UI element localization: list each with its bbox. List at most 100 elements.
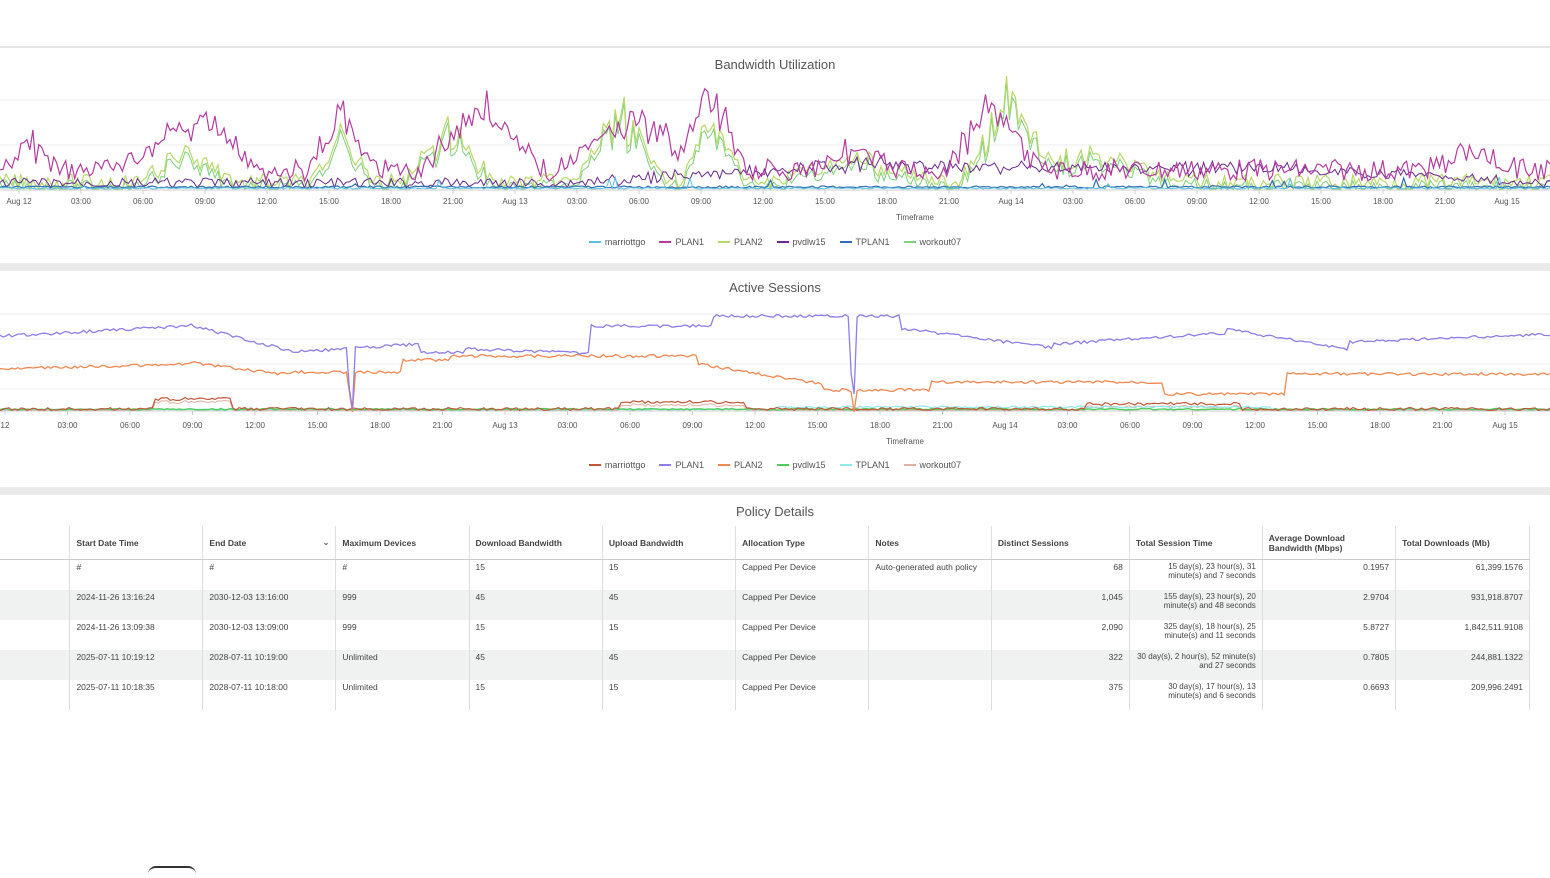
legend-item-workout07[interactable]: workout07 [903,460,961,470]
col-header[interactable]: Total Session Time [1129,526,1263,560]
x-tick-label: 03:00 [1063,197,1084,206]
table-cell: 5.8727 [1262,620,1397,650]
x-axis-label: Timeframe [896,213,934,222]
sessions-legend[interactable]: marriottgo PLAN1 PLAN2 pvdlw15 TPLAN1 workout… [0,460,1550,470]
legend-item-marriottgo[interactable]: marriottgo [588,237,645,247]
x-tick-label: Aug 15 [1492,421,1518,430]
x-tick-label: 12:00 [745,421,766,430]
x-tick-label: 18:00 [1373,197,1394,206]
table-cell [0,559,71,590]
legend-label: PLAN1 [675,237,704,247]
table-cell: 325 day(s), 18 hour(s), 25 minute(s) and… [1129,620,1263,650]
col-header[interactable]: Average Download Bandwidth (Mbps) [1262,526,1397,560]
x-tick-label: 18:00 [870,421,891,430]
legend-item-pvdlw15[interactable]: pvdlw15 [776,237,826,247]
table-row[interactable]: 2024-11-26 13:16:24 2030-12-03 13:16:00 99… [0,590,1530,620]
legend-item-TPLAN1[interactable]: TPLAN1 [839,460,890,470]
x-tick-label: 06:00 [629,197,650,206]
table-cell: 0.1957 [1262,559,1397,590]
x-tick-label: 09:00 [195,197,216,206]
col-header[interactable]: End Date ⌄ [202,526,337,560]
table-cell: 30 day(s), 17 hour(s), 13 minute(s) and … [1129,680,1263,710]
table-cell: 2030-12-03 13:09:00 [202,620,337,650]
series-line-marriottgo[interactable] [0,175,1550,191]
series-line-marriottgo[interactable] [0,396,1550,412]
table-row[interactable]: 2025-07-11 10:19:12 2028-07-11 10:19:00 Un… [0,650,1530,680]
table-cell: 155 day(s), 23 hour(s), 20 minute(s) and… [1129,590,1263,620]
legend-item-pvdlw15[interactable]: pvdlw15 [776,460,826,470]
col-header[interactable]: Maximum Devices [335,526,470,560]
x-tick-label: 09:00 [682,421,703,430]
legend-item-PLAN2[interactable]: PLAN2 [717,460,763,470]
x-tick-label: 18:00 [381,197,402,206]
table-row[interactable]: 2025-07-11 10:18:35 2028-07-11 10:18:00 Un… [0,680,1530,710]
col-header[interactable]: Distinct Sessions [991,526,1130,560]
series-line-PLAN1[interactable] [0,87,1550,183]
x-tick-label: 06:00 [1120,421,1141,430]
table-row[interactable]: # # #15 15 Capped Per Device Auto-generated a… [0,559,1530,590]
col-header[interactable]: Total Downloads (Mb) [1395,526,1530,560]
table-cell: # [202,559,337,590]
chevron-down-icon[interactable]: ⌄ [322,537,330,547]
legend-item-marriottgo[interactable]: marriottgo [588,460,645,470]
x-tick-label: 09:00 [1187,197,1208,206]
col-header[interactable]: Start Date Time [69,526,204,560]
x-tick-label: 03:00 [57,421,78,430]
legend-label: PLAN2 [733,237,763,247]
table-cell: 2025-07-11 10:18:35 [69,680,204,710]
table-cell: 15 [602,680,737,710]
legend-swatch [776,241,789,243]
x-tick-label: Aug 13 [492,421,518,430]
bandwidth-chart[interactable]: Aug 12 03:00 06:00 09:00 12:00 15:00 18:00 21:0… [0,40,1550,265]
legend-swatch [588,464,601,466]
col-header[interactable]: Download Bandwidth [469,526,603,560]
table-cell: 15 day(s), 23 hour(s), 31 minute(s) and … [1129,559,1263,590]
series-line-workout07[interactable] [0,81,1550,191]
policy-details-table: e Start Date Time End Date ⌄ Maximum Devi… [0,526,1530,710]
legend-label: pvdlw15 [792,460,826,470]
table-cell [868,590,992,620]
x-tick-label: 09:00 [182,421,203,430]
x-tick-label: 12:00 [753,197,774,206]
table-cell: 999 [335,620,470,650]
sessions-chart[interactable]: 12 03:00 06:00 09:00 12:00 15:00 18:00 21:00 Aug… [0,264,1550,489]
legend-label: TPLAN1 [855,237,890,247]
col-header[interactable]: Upload Bandwidth [602,526,737,560]
x-tick-label: 09:00 [1182,421,1203,430]
legend-item-workout07[interactable]: workout07 [903,237,961,247]
policy-table-title: Policy Details [735,504,815,519]
table-cell: 45 [602,650,737,680]
legend-item-TPLAN1[interactable]: TPLAN1 [839,237,890,247]
x-tick-label: 09:00 [691,197,712,206]
col-header[interactable]: Notes [868,526,992,560]
x-tick-label: 12 [1,421,10,430]
series-line-TPLAN1[interactable] [0,176,1550,189]
x-tick-label: 03:00 [71,197,92,206]
x-tick-label: 18:00 [370,421,391,430]
series-line-PLAN1[interactable] [0,313,1550,410]
x-tick-label: 03:00 [557,421,578,430]
table-cell: 45 [469,650,603,680]
col-header[interactable]: e [0,526,71,560]
x-tick-label: Aug 14 [998,197,1024,206]
table-cell: Capped Per Device [735,559,870,590]
table-row[interactable]: 2024-11-26 13:09:38 2030-12-03 13:09:00 99… [0,620,1530,650]
legend-item-PLAN1[interactable]: PLAN1 [659,460,704,470]
legend-label: pvdlw15 [792,237,826,247]
legend-label: PLAN2 [733,460,763,470]
series-line-pvdlw15[interactable] [0,154,1550,190]
x-tick-label: Aug 15 [1494,197,1520,206]
x-tick-label: 18:00 [1370,421,1391,430]
table-cell: Capped Per Device [735,590,870,620]
x-tick-label: Aug 14 [992,421,1018,430]
table-cell: Capped Per Device [735,620,870,650]
series-line-PLAN2[interactable] [0,353,1550,413]
bandwidth-legend[interactable]: marriottgo PLAN1 PLAN2 pvdlw15 TPLAN1 workout… [0,237,1550,247]
x-tick-label: 06:00 [133,197,154,206]
x-tick-label: 21:00 [432,421,453,430]
legend-swatch [839,464,852,466]
x-tick-label: 21:00 [1432,421,1453,430]
legend-item-PLAN1[interactable]: PLAN1 [659,237,704,247]
col-header[interactable]: Allocation Type [735,526,870,560]
legend-item-PLAN2[interactable]: PLAN2 [717,237,763,247]
